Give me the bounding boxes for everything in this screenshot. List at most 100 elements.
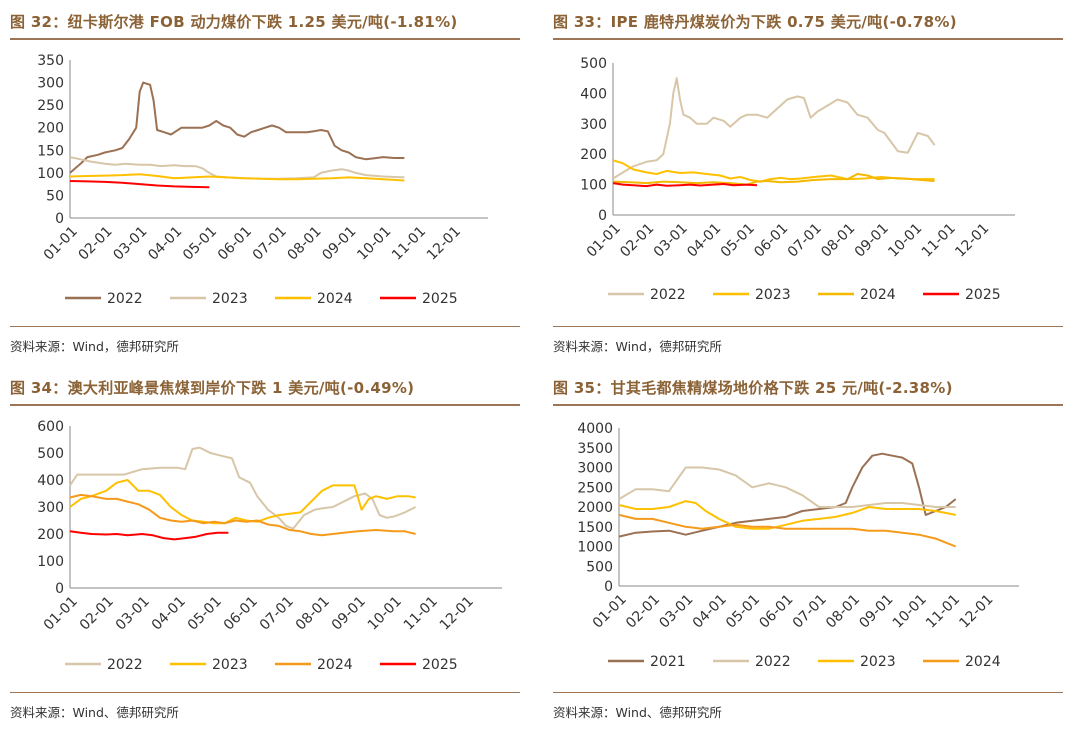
- x-tick-label: 02-01: [76, 224, 116, 264]
- x-tick-label: 08-01: [285, 224, 325, 264]
- series-line-2024: [618, 513, 957, 548]
- series-line-2024: [612, 173, 935, 186]
- y-tick-label: 600: [37, 419, 64, 435]
- y-tick-label: 3500: [577, 441, 613, 457]
- y-tick-label: 200: [580, 147, 607, 163]
- x-tick-label: 02-01: [623, 592, 663, 632]
- series-line-2024: [69, 493, 416, 537]
- series-line-2023: [618, 500, 956, 530]
- series-line-2022: [618, 466, 956, 508]
- x-tick-label: 03-01: [651, 221, 691, 261]
- series-line-2023: [69, 479, 416, 525]
- source-note: 资料来源：Wind，德邦研究所: [553, 339, 722, 354]
- x-tick-label: 09-01: [329, 594, 369, 634]
- legend-label: 2021: [650, 654, 686, 670]
- x-tick-label: 06-01: [756, 592, 796, 632]
- series-line-2022: [69, 446, 417, 530]
- y-tick-label: 1500: [577, 520, 613, 536]
- y-tick-label: 200: [37, 121, 64, 137]
- x-tick-label: 06-01: [751, 221, 791, 261]
- x-tick-label: 10-01: [890, 592, 930, 632]
- x-tick-label: 01-01: [584, 221, 624, 261]
- source-note: 资料来源：Wind、德邦研究所: [553, 705, 722, 720]
- chart-plot: 350 300 250 200 150 100 50 0 01-01 02-01 03-01 04-0…: [10, 40, 520, 322]
- y-tick-label: 500: [586, 559, 613, 575]
- x-tick-label: 04-01: [149, 594, 189, 634]
- y-tick-label: 0: [55, 581, 64, 597]
- x-tick-label: 01-01: [590, 592, 630, 632]
- divider: [553, 692, 1063, 693]
- series-line-2025: [612, 182, 758, 188]
- y-tick-label: 300: [37, 76, 64, 92]
- x-tick-label: 05-01: [723, 592, 763, 632]
- x-tick-label: 07-01: [257, 594, 297, 634]
- x-tick-label: 09-01: [856, 592, 896, 632]
- divider: [553, 326, 1063, 327]
- x-tick-label: 04-01: [690, 592, 730, 632]
- y-tick-label: 150: [37, 143, 64, 159]
- x-tick-label: 05-01: [180, 224, 220, 264]
- x-tick-label: 07-01: [785, 221, 825, 261]
- legend-label: 2022: [755, 654, 791, 670]
- x-tick-label: 05-01: [185, 594, 225, 634]
- legend-label: 2025: [965, 287, 1001, 303]
- chart-plot: 4000 3500 3000 2500 2000 1500 1000 500 0 01-01 02-…: [553, 406, 1063, 688]
- source-note: 资料来源：Wind、德邦研究所: [10, 705, 179, 720]
- y-tick-label: 0: [55, 211, 64, 227]
- x-tick-label: 08-01: [823, 592, 863, 632]
- y-tick-label: 0: [604, 579, 613, 595]
- chart-panel-4: 图 35：甘其毛都焦精煤场地价格下跌 25 元/吨(-2.38%) 4000 35…: [553, 374, 1063, 729]
- x-tick-label: 12-01: [437, 594, 477, 634]
- x-tick-label: 08-01: [818, 221, 858, 261]
- y-tick-label: 500: [580, 56, 607, 72]
- chart-panel-1: 图 32：纽卡斯尔港 FOB 动力煤价下跌 1.25 美元/吨(-1.81%) …: [10, 8, 520, 363]
- x-tick-label: 03-01: [110, 224, 150, 264]
- x-tick-label: 11-01: [389, 224, 429, 264]
- y-tick-label: 200: [37, 527, 64, 543]
- x-tick-label: 01-01: [41, 594, 81, 634]
- chart-plot: 600 500 400 300 200 100 0 01-01 02-01 03-01 04-01 0…: [10, 406, 520, 688]
- y-tick-label: 0: [598, 208, 607, 224]
- legend-label: 2023: [860, 654, 896, 670]
- y-tick-label: 300: [37, 500, 64, 516]
- x-tick-label: 07-01: [250, 224, 290, 264]
- legend-label: 2025: [422, 291, 458, 307]
- x-tick-label: 11-01: [919, 221, 959, 261]
- y-tick-label: 350: [37, 53, 64, 69]
- chart-title: 图 35：甘其毛都焦精煤场地价格下跌 25 元/吨(-2.38%): [553, 374, 1063, 406]
- x-tick-label: 10-01: [885, 221, 925, 261]
- legend-label: 2024: [965, 654, 1001, 670]
- x-tick-label: 06-01: [221, 594, 261, 634]
- x-tick-label: 08-01: [293, 594, 333, 634]
- series-line-2024: [69, 173, 405, 182]
- series-line-2022: [69, 81, 405, 174]
- chart-panel-2: 图 33：IPE 鹿特丹煤炭价为下跌 0.75 美元/吨(-0.78%) 500…: [553, 8, 1063, 363]
- y-tick-label: 4000: [577, 421, 613, 437]
- series-line-2025: [69, 180, 210, 189]
- y-tick-label: 400: [37, 473, 64, 489]
- x-tick-label: 09-01: [852, 221, 892, 261]
- legend-label: 2024: [860, 287, 896, 303]
- y-tick-label: 100: [580, 178, 607, 194]
- y-tick-label: 2500: [577, 480, 613, 496]
- chart-title: 图 33：IPE 鹿特丹煤炭价为下跌 0.75 美元/吨(-0.78%): [553, 8, 1063, 40]
- x-tick-label: 03-01: [113, 594, 153, 634]
- y-tick-label: 300: [580, 117, 607, 133]
- line-chart: 4000 3500 3000 2500 2000 1500 1000 500 001-0102-…: [577, 421, 1019, 670]
- legend-label: 2024: [317, 291, 353, 307]
- x-tick-label: 02-01: [77, 594, 117, 634]
- legend-label: 2022: [107, 657, 143, 673]
- line-chart: 350 300 250 200 150 100 50 001-0102-0103-0104-0…: [37, 53, 488, 307]
- chart-title: 图 32：纽卡斯尔港 FOB 动力煤价下跌 1.25 美元/吨(-1.81%): [10, 8, 520, 40]
- legend-label: 2023: [212, 657, 248, 673]
- chart-plot: 500 400 300 200 100 0 01-01 02-01 03-01 04-01 05-0…: [553, 40, 1063, 322]
- line-chart: 600500400300200100001-0102-0103-0104-010…: [37, 419, 502, 673]
- legend-label: 2022: [107, 291, 143, 307]
- legend-label: 2022: [650, 287, 686, 303]
- y-tick-label: 3000: [577, 461, 613, 477]
- y-tick-label: 100: [37, 166, 64, 182]
- x-tick-label: 04-01: [684, 221, 724, 261]
- x-tick-label: 06-01: [215, 224, 255, 264]
- x-tick-label: 12-01: [956, 592, 996, 632]
- divider: [10, 692, 520, 693]
